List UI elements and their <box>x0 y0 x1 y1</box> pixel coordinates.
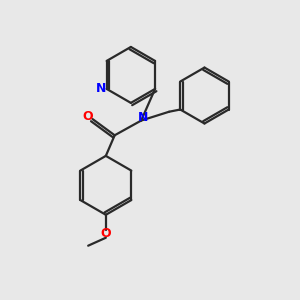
Text: O: O <box>100 227 111 240</box>
Text: N: N <box>96 82 106 95</box>
Text: N: N <box>137 110 148 124</box>
Text: O: O <box>83 110 94 123</box>
